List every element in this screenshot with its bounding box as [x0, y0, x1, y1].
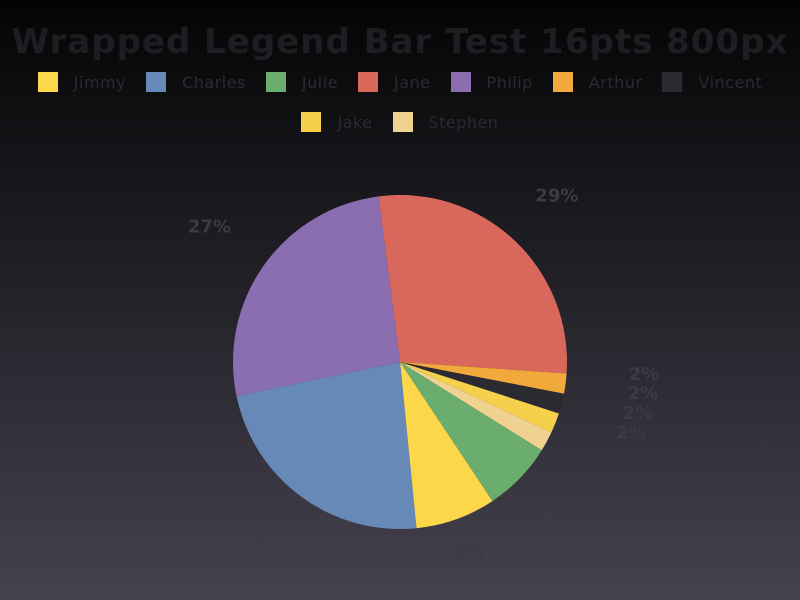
legend-label: Vincent	[698, 72, 763, 92]
legend-item-vincent: Vincent	[662, 72, 762, 92]
pie-slice-philip	[233, 196, 400, 397]
chart-title: Wrapped Legend Bar Test 16pts 800px	[11, 22, 789, 62]
pie-slice-arthur	[400, 362, 567, 394]
legend-label: Jimmy	[73, 72, 127, 92]
legend-swatch	[392, 112, 413, 132]
pie-slice-julie	[400, 362, 542, 502]
legend-item-stephen: Stephen	[392, 112, 499, 132]
slice-label-jake: 2%	[623, 403, 654, 424]
legend-swatch	[265, 72, 286, 92]
slice-label-stephen: 2%	[616, 423, 647, 444]
legend-swatch	[450, 72, 471, 92]
legend-item-julie: Julie	[265, 72, 339, 92]
legend-row-1: Jimmy Charles Julie Jane Philip Arthur Vincent	[0, 72, 800, 92]
legend-label: Stephen	[428, 112, 499, 132]
slice-label-jane: 29%	[535, 185, 578, 206]
pie-slice-jake	[400, 362, 559, 433]
slice-label-arthur: 2%	[629, 364, 660, 385]
legend-swatch	[37, 72, 58, 92]
legend-swatch	[301, 112, 322, 132]
legend-label: Jane	[394, 72, 431, 92]
slice-label-philip: 27%	[188, 217, 231, 238]
legend-item-charles: Charles	[146, 72, 246, 92]
legend-item-philip: Philip	[450, 72, 533, 92]
legend-item-arthur: Arthur	[552, 72, 643, 92]
slice-label-jimmy: 8%	[453, 542, 484, 563]
slice-label-vincent: 2%	[628, 383, 659, 404]
legend-label: Arthur	[588, 72, 643, 92]
legend-label: Philip	[486, 72, 533, 92]
legend-item-jake: Jake	[301, 112, 372, 132]
legend-item-jane: Jane	[358, 72, 431, 92]
pie-slice-jane	[378, 195, 567, 374]
slice-label-julie: 7%	[540, 503, 571, 524]
legend-label: Charles	[182, 72, 246, 92]
legend-item-jimmy: Jimmy	[37, 72, 127, 92]
legend-row-2: Jake Stephen	[0, 112, 800, 132]
legend-swatch	[358, 72, 379, 92]
legend-label: Julie	[301, 72, 339, 92]
pie-slice-vincent	[400, 362, 564, 414]
legend-swatch	[146, 72, 167, 92]
slice-label-charles: 24%	[255, 520, 298, 541]
pie-slice-charles	[236, 362, 417, 529]
legend-label: Jake	[337, 112, 373, 132]
legend-swatch	[662, 72, 683, 92]
pie-slice-jimmy	[400, 362, 493, 529]
legend-swatch	[552, 72, 573, 92]
pie-slice-stephen	[400, 362, 552, 451]
